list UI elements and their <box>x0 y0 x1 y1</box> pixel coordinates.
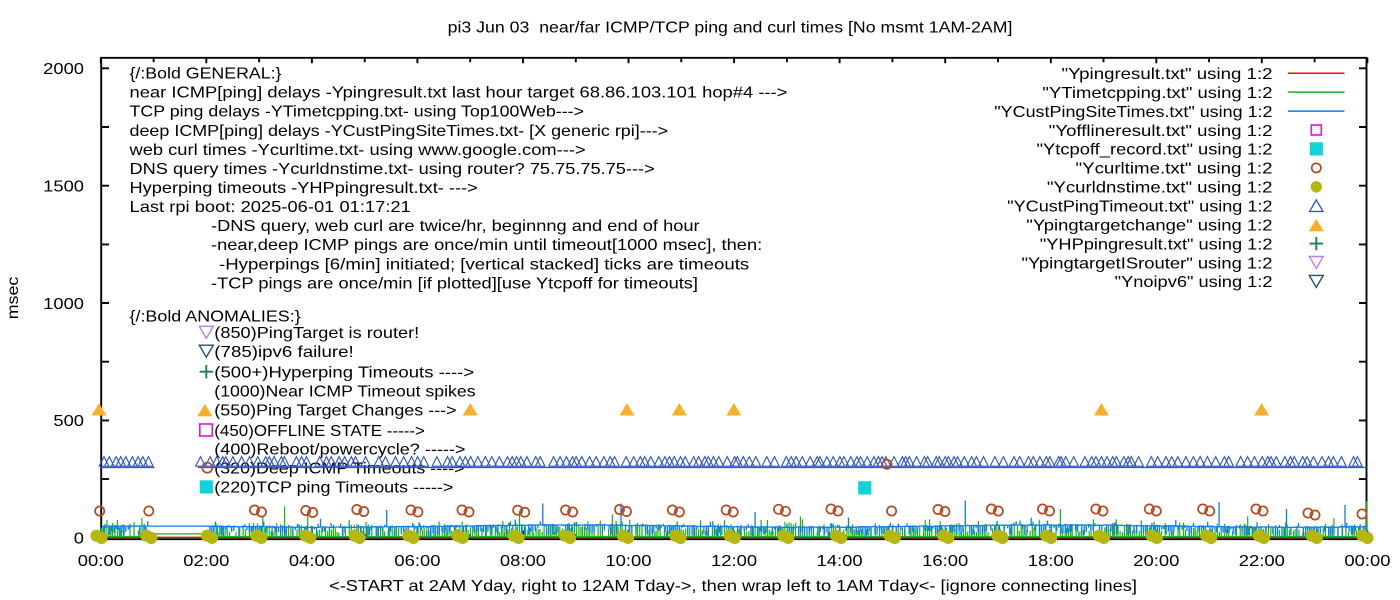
svg-text:-Hyperpings [6/min] initiated;: -Hyperpings [6/min] initiated; [vertical… <box>219 256 749 273</box>
svg-text:(500+)Hyperping Timeouts ---->: (500+)Hyperping Timeouts ----> <box>214 365 474 382</box>
svg-text:deep ICMP[ping] delays -YCustP: deep ICMP[ping] delays -YCustPingSiteTim… <box>130 123 669 140</box>
svg-text:2000: 2000 <box>43 61 84 78</box>
svg-text:16:00: 16:00 <box>922 553 968 570</box>
svg-text:08:00: 08:00 <box>500 553 546 570</box>
svg-text:10:00: 10:00 <box>605 553 651 570</box>
svg-text:near ICMP[ping] delays -Ypingr: near ICMP[ping] delays -Ypingresult.txt … <box>130 85 788 102</box>
svg-text:{/:Bold GENERAL:}: {/:Bold GENERAL:} <box>130 66 283 83</box>
svg-text:"Ypingtargetchange" using 1:2: "Ypingtargetchange" using 1:2 <box>1026 217 1272 234</box>
svg-text:14:00: 14:00 <box>817 553 863 570</box>
svg-text:06:00: 06:00 <box>394 553 440 570</box>
svg-text:1500: 1500 <box>43 179 84 196</box>
svg-text:04:00: 04:00 <box>289 553 335 570</box>
svg-text:msec: msec <box>5 277 22 320</box>
svg-text:pi3 Jun 03 near/far ICMP/TCP: pi3 Jun 03 near/far ICMP/TCP ping and cu… <box>448 20 1013 37</box>
svg-text:(450)OFFLINE STATE ----->: (450)OFFLINE STATE -----> <box>214 423 425 440</box>
svg-text:"Yofflineresult.txt" using 1:2: "Yofflineresult.txt" using 1:2 <box>1049 123 1273 140</box>
svg-text:"Ytcpoff_record.txt" using 1:2: "Ytcpoff_record.txt" using 1:2 <box>1037 142 1273 159</box>
svg-text:"Ycurltime.txt" using 1:2: "Ycurltime.txt" using 1:2 <box>1076 161 1273 178</box>
svg-text:"Ypingresult.txt" using 1:2: "Ypingresult.txt" using 1:2 <box>1062 66 1273 83</box>
svg-text:Last rpi boot: 2025-06-01 01:1: Last rpi boot: 2025-06-01 01:17:21 <box>130 199 411 216</box>
svg-text:Hyperping timeouts -YHPpingres: Hyperping timeouts -YHPpingresult.txt- -… <box>130 180 478 197</box>
svg-text:"YCustPingSiteTimes.txt" using: "YCustPingSiteTimes.txt" using 1:2 <box>994 104 1272 121</box>
svg-text:00:00: 00:00 <box>78 553 124 570</box>
svg-text:"YCustPingTimeout.txt" using 1: "YCustPingTimeout.txt" using 1:2 <box>1007 199 1272 216</box>
svg-text:-DNS query, web curl are twice: -DNS query, web curl are twice/hr, begin… <box>211 218 700 235</box>
svg-text:(850)PingTarget is router!: (850)PingTarget is router! <box>214 325 419 342</box>
svg-text:TCP ping delays -YTimetcpping.: TCP ping delays -YTimetcpping.txt- using… <box>130 104 585 121</box>
svg-text:DNS query times -Ycurldnstime.: DNS query times -Ycurldnstime.txt- using… <box>130 161 655 178</box>
svg-text:"YTimetcpping.txt" using 1:2: "YTimetcpping.txt" using 1:2 <box>1042 85 1272 102</box>
svg-text:20:00: 20:00 <box>1133 553 1179 570</box>
svg-text:1000: 1000 <box>43 296 84 313</box>
svg-text:"Ynoipv6" using 1:2: "Ynoipv6" using 1:2 <box>1115 274 1273 291</box>
svg-text:{/:Bold ANOMALIES:}: {/:Bold ANOMALIES:} <box>130 309 302 326</box>
svg-text:(1000)Near ICMP Timeout spikes: (1000)Near ICMP Timeout spikes <box>214 383 475 400</box>
svg-text:22:00: 22:00 <box>1239 553 1285 570</box>
svg-text:<-START at 2AM Yday, right to: <-START at 2AM Yday, right to 12AM Tday-… <box>329 578 1137 595</box>
svg-text:18:00: 18:00 <box>1028 553 1074 570</box>
svg-text:"YHPpingresult.txt" using 1:2: "YHPpingresult.txt" using 1:2 <box>1040 236 1273 253</box>
svg-text:(220)TCP ping Timeouts ----->: (220)TCP ping Timeouts -----> <box>214 480 453 497</box>
svg-text:(785)ipv6 failure!: (785)ipv6 failure! <box>214 344 353 361</box>
svg-text:"Ycurldnstime.txt" using 1:2: "Ycurldnstime.txt" using 1:2 <box>1047 180 1273 197</box>
svg-text:00:00: 00:00 <box>1344 553 1390 570</box>
svg-text:-near,deep ICMP pings are once: -near,deep ICMP pings are once/min until… <box>211 237 762 254</box>
svg-text:0: 0 <box>74 531 84 548</box>
svg-text:(550)Ping Target Changes --->: (550)Ping Target Changes ---> <box>214 402 456 419</box>
svg-text:02:00: 02:00 <box>183 553 229 570</box>
svg-text:web curl times -Ycurltime.txt-: web curl times -Ycurltime.txt- using www… <box>128 142 585 159</box>
svg-text:-TCP pings are once/min [if pl: -TCP pings are once/min [if plotted][use… <box>211 275 698 292</box>
svg-text:500: 500 <box>53 413 84 430</box>
svg-text:"YpingtargetISrouter" using 1:: "YpingtargetISrouter" using 1:2 <box>1022 255 1273 272</box>
svg-text:12:00: 12:00 <box>711 553 757 570</box>
svg-text:(400)Reboot/powercycle? ----->: (400)Reboot/powercycle? -----> <box>214 442 465 459</box>
